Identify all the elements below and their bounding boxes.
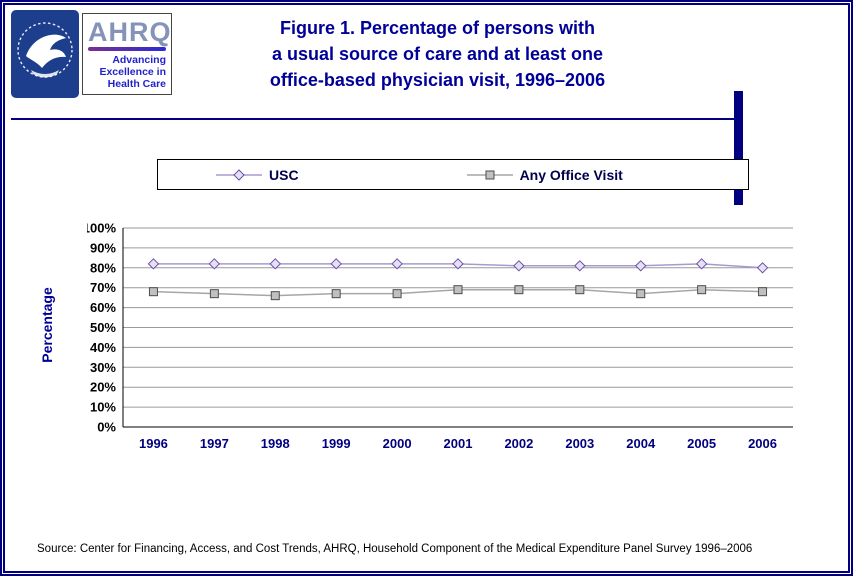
ahrq-tagline-line: Health Care (107, 78, 166, 90)
chart-legend: USC Any Office Visit (157, 159, 749, 190)
svg-text:1998: 1998 (261, 436, 290, 451)
svg-text:40%: 40% (90, 340, 116, 355)
svg-text:10%: 10% (90, 400, 116, 415)
svg-text:2001: 2001 (444, 436, 473, 451)
svg-text:30%: 30% (90, 360, 116, 375)
svg-text:2003: 2003 (565, 436, 594, 451)
svg-text:100%: 100% (87, 221, 116, 236)
svg-text:60%: 60% (90, 300, 116, 315)
svg-text:2004: 2004 (626, 436, 656, 451)
svg-text:0%: 0% (97, 420, 116, 435)
legend-label-usc: USC (269, 166, 299, 183)
header-divider-shadow (734, 91, 743, 205)
figure-title-line: a usual source of care and at least one (271, 44, 604, 64)
svg-text:2006: 2006 (748, 436, 777, 451)
legend-item-usc: USC (216, 167, 299, 183)
ahrq-tagline-line: Excellence in (99, 66, 166, 78)
svg-text:1996: 1996 (139, 436, 168, 451)
page-inner-border: AHRQ Advancing Excellence in Health Care… (3, 3, 850, 573)
svg-text:2002: 2002 (504, 436, 533, 451)
svg-text:2000: 2000 (383, 436, 412, 451)
svg-text:1997: 1997 (200, 436, 229, 451)
ahrq-logo: AHRQ Advancing Excellence in Health Care (82, 13, 172, 95)
legend-marker-usc-diamond-icon (216, 168, 262, 182)
svg-text:20%: 20% (90, 380, 116, 395)
legend-item-any-office-visit: Any Office Visit (466, 166, 623, 183)
ahrq-tagline: Advancing Excellence in Health Care (88, 54, 166, 90)
ahrq-tagline-line: Advancing (112, 54, 166, 66)
legend-marker-any-office-visit-square-icon (466, 168, 513, 182)
line-chart: 0% 10% 20% 30% 40% 50% 60% 70% 80% 90% 100% 1996 199… (87, 221, 793, 451)
svg-text:50%: 50% (90, 320, 116, 335)
figure-title: Figure 1. Percentage of persons with a u… (5, 15, 848, 93)
source-note: Source: Center for Financing, Access, an… (37, 543, 753, 555)
svg-text:80%: 80% (90, 260, 116, 275)
legend-label-any-office-visit: Any Office Visit (519, 166, 623, 183)
y-axis-title: Percentage (39, 287, 55, 363)
svg-text:90%: 90% (90, 240, 116, 255)
figure-title-line: office-based physician visit, 1996–2006 (269, 70, 606, 90)
logo-group: AHRQ Advancing Excellence in Health Care (11, 10, 172, 98)
hhs-logo (11, 10, 79, 98)
hhs-eagle-icon (17, 22, 73, 78)
svg-text:2005: 2005 (687, 436, 716, 451)
figure-title-line: Figure 1. Percentage of persons with (279, 18, 596, 38)
svg-text:70%: 70% (90, 280, 116, 295)
header-divider (11, 118, 737, 120)
ahrq-swoosh-bar (88, 47, 166, 51)
svg-text:1999: 1999 (322, 436, 351, 451)
ahrq-wordmark: AHRQ (88, 17, 172, 47)
